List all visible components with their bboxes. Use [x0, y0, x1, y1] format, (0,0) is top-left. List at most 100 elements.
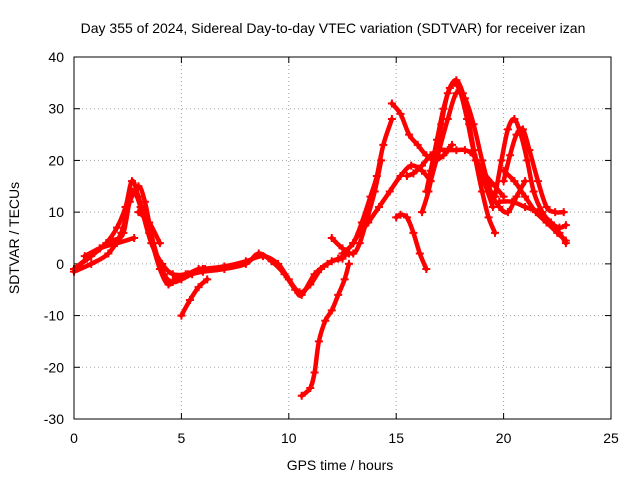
data-point-marker	[452, 146, 461, 155]
data-point-marker	[364, 218, 373, 227]
x-tick-label: 10	[281, 430, 297, 446]
data-point-marker	[510, 177, 519, 186]
x-tick-label: 15	[388, 430, 404, 446]
data-point-marker	[478, 156, 487, 165]
series-markers-arc-8	[198, 252, 347, 297]
data-point-marker	[327, 257, 336, 266]
data-point-marker	[551, 208, 560, 217]
data-point-marker	[443, 146, 452, 155]
y-tick-label: 10	[48, 204, 64, 220]
data-point-marker	[553, 228, 562, 237]
data-point-marker	[241, 257, 250, 266]
data-point-marker	[379, 140, 388, 149]
data-point-marker	[112, 239, 121, 248]
data-point-marker	[185, 296, 194, 305]
data-point-marker	[486, 187, 495, 196]
data-point-marker	[198, 265, 207, 274]
data-point-marker	[405, 130, 414, 139]
data-point-marker	[349, 249, 358, 258]
data-point-marker	[194, 283, 203, 292]
data-point-marker	[366, 192, 375, 201]
series-markers-arc-13	[387, 99, 457, 165]
data-point-marker	[295, 288, 304, 297]
data-point-marker	[426, 177, 435, 186]
data-point-marker	[177, 311, 186, 320]
data-point-marker	[168, 270, 177, 279]
data-point-marker	[402, 171, 411, 180]
data-point-marker	[506, 151, 515, 160]
series-markers-arc-7	[198, 249, 353, 299]
data-point-marker	[130, 234, 139, 242]
data-series-group	[70, 76, 570, 400]
y-tick-label: -20	[44, 359, 64, 375]
data-point-marker	[327, 234, 336, 242]
data-point-marker	[478, 187, 487, 196]
data-point-marker	[521, 202, 530, 211]
data-point-marker	[508, 197, 517, 206]
data-point-marker	[460, 94, 469, 103]
data-point-marker	[439, 104, 448, 113]
data-point-marker	[422, 265, 431, 274]
data-point-marker	[317, 265, 326, 274]
series-markers-arc-17	[392, 210, 431, 274]
data-point-marker	[445, 84, 454, 93]
data-point-marker	[95, 244, 104, 253]
data-point-marker	[334, 290, 343, 299]
data-point-marker	[512, 130, 521, 139]
data-point-marker	[407, 161, 416, 170]
data-point-marker	[561, 236, 570, 245]
data-point-marker	[134, 208, 143, 217]
data-point-marker	[392, 213, 401, 222]
data-point-marker	[415, 249, 424, 258]
x-tick-label: 0	[70, 430, 78, 446]
data-point-marker	[469, 120, 478, 129]
data-point-marker	[491, 192, 500, 201]
data-point-marker	[203, 275, 212, 284]
series-trace-arc-4	[82, 235, 137, 259]
data-point-marker	[259, 252, 268, 261]
data-point-marker	[499, 166, 508, 175]
data-point-marker	[306, 383, 315, 392]
series-markers-arc-5	[134, 208, 164, 248]
data-point-marker	[396, 210, 405, 219]
data-point-marker	[321, 316, 330, 325]
data-point-marker	[561, 221, 570, 230]
data-point-marker	[310, 368, 319, 377]
data-point-marker	[491, 228, 500, 237]
x-tick-label: 20	[496, 430, 512, 446]
y-tick-label: 20	[48, 152, 64, 168]
data-point-marker	[80, 252, 89, 261]
data-point-marker	[372, 171, 381, 180]
data-point-marker	[422, 187, 431, 196]
data-point-marker	[417, 161, 426, 170]
series-markers-arc-19	[491, 115, 570, 232]
plot-frame	[73, 56, 612, 420]
series-markers-arc-4	[80, 234, 139, 261]
data-point-marker	[525, 146, 534, 155]
data-point-marker	[385, 187, 394, 196]
data-point-marker	[127, 177, 136, 186]
data-point-marker	[497, 156, 506, 165]
data-point-marker	[349, 239, 358, 248]
data-point-marker	[542, 202, 551, 211]
data-point-marker	[145, 228, 154, 237]
data-point-marker	[112, 223, 121, 232]
data-point-marker	[409, 228, 418, 237]
data-point-marker	[413, 140, 422, 149]
data-point-marker	[443, 115, 452, 124]
series-trace-arc-8	[200, 253, 345, 295]
data-point-marker	[499, 177, 508, 186]
y-tick-label: 40	[48, 49, 64, 65]
data-point-marker	[529, 187, 538, 196]
data-point-marker	[417, 208, 426, 217]
data-point-marker	[495, 197, 504, 206]
series-trace-arc-17	[393, 212, 429, 272]
data-point-marker	[542, 218, 551, 227]
series-markers-arc-18	[426, 89, 530, 217]
data-point-marker	[284, 275, 293, 284]
data-point-marker	[559, 208, 568, 217]
series-markers-arc-6	[177, 275, 212, 320]
data-point-marker	[344, 259, 353, 268]
data-point-marker	[533, 177, 542, 186]
